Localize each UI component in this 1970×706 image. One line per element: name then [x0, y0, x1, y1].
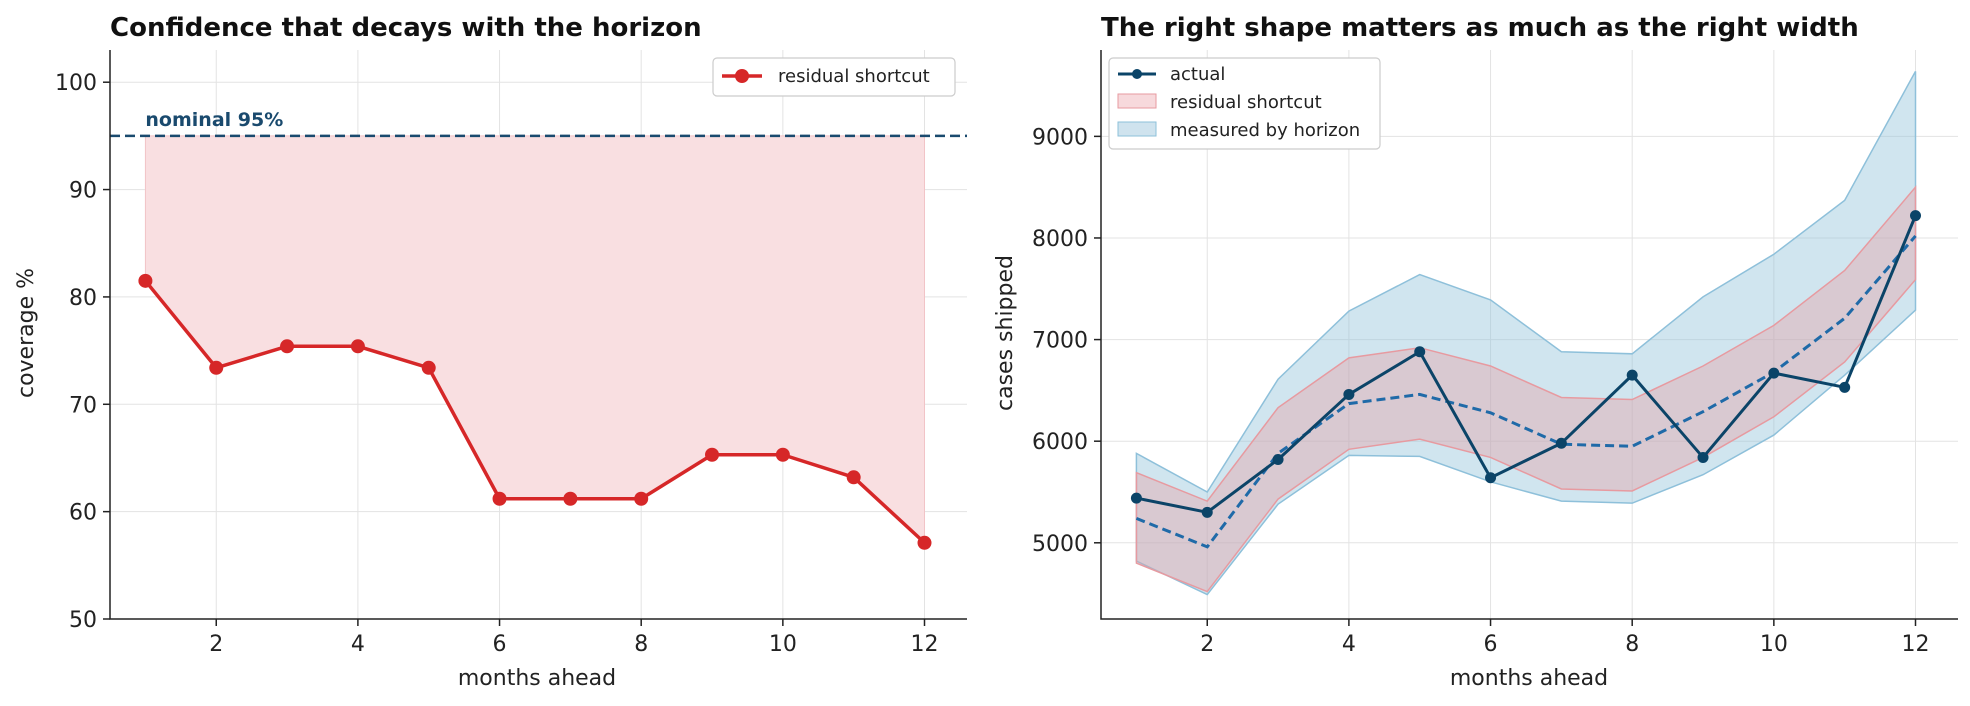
x-tick-label: 12 — [1902, 632, 1930, 657]
y-axis-label: cases shipped — [993, 255, 1018, 411]
reference-line-label: nominal 95% — [145, 109, 283, 131]
legend-label: residual shortcut — [778, 66, 930, 87]
x-tick-label: 4 — [1342, 632, 1356, 657]
data-point — [1485, 472, 1497, 484]
data-point — [1697, 451, 1709, 463]
legend-label: residual shortcut — [1170, 92, 1322, 113]
legend: residual shortcut — [712, 57, 956, 97]
legend: actual residual shortcut measured by hor… — [1108, 57, 1381, 150]
x-tick-label: 8 — [634, 632, 648, 657]
x-tick-label: 2 — [209, 632, 223, 657]
x-tick-label: 10 — [769, 632, 797, 657]
data-point — [492, 491, 507, 506]
y-tick-label: 60 — [69, 501, 97, 526]
y-tick-label: 100 — [55, 71, 97, 96]
chart-title: Confidence that decays with the horizon — [110, 13, 702, 43]
y-tick-label: 9000 — [1032, 125, 1088, 150]
x-tick-label: 10 — [1760, 632, 1788, 657]
y-tick-label: 90 — [69, 179, 97, 204]
data-point — [1910, 210, 1922, 222]
y-tick-label: 80 — [69, 286, 97, 311]
x-axis-label: months ahead — [1450, 666, 1608, 691]
y-tick-label: 50 — [69, 608, 97, 633]
x-tick-label: 8 — [1625, 632, 1639, 657]
data-point — [1555, 437, 1567, 449]
data-point — [1343, 388, 1355, 400]
y-tick-label: 6000 — [1032, 430, 1088, 455]
legend-label: measured by horizon — [1170, 120, 1360, 141]
band-measured-by-horizon — [1135, 70, 1917, 596]
chart-forecast-panel: The right shape matters as much as the r… — [993, 13, 1958, 691]
data-point — [1626, 369, 1638, 381]
data-point — [138, 273, 153, 288]
x-tick-label: 6 — [1484, 632, 1498, 657]
legend-marker-swatch — [1132, 69, 1142, 79]
legend-box — [1108, 57, 1381, 150]
data-point — [350, 339, 365, 354]
chart-coverage-panel: Confidence that decays with the horizon … — [14, 13, 967, 691]
data-point — [1768, 367, 1780, 379]
y-axis-label: coverage % — [14, 268, 39, 398]
legend-box — [712, 57, 956, 97]
legend-marker-swatch — [735, 69, 749, 83]
data-point — [1130, 492, 1142, 504]
data-point — [917, 535, 932, 550]
coverage-gap-area — [144, 135, 926, 544]
data-point — [705, 447, 720, 462]
series-line-actual — [1136, 215, 1917, 514]
data-point — [1839, 381, 1851, 393]
data-point — [1414, 346, 1426, 358]
chart-title: The right shape matters as much as the r… — [1101, 13, 1859, 43]
y-tick-label: 8000 — [1032, 227, 1088, 252]
data-point — [634, 491, 649, 506]
series-line-residual-shortcut — [144, 279, 926, 545]
data-point — [280, 339, 295, 354]
data-point — [563, 491, 578, 506]
y-tick-label: 70 — [69, 393, 97, 418]
x-axis-label: months ahead — [458, 666, 616, 691]
x-tick-label: 6 — [493, 632, 507, 657]
data-point — [846, 470, 861, 485]
x-tick-label: 2 — [1200, 632, 1214, 657]
x-tick-label: 4 — [351, 632, 365, 657]
x-tick-label: 12 — [911, 632, 939, 657]
axis-spines — [1100, 50, 1958, 620]
legend-band-swatch — [1117, 93, 1157, 109]
data-point — [1201, 506, 1213, 518]
data-point — [775, 447, 790, 462]
data-point — [209, 360, 224, 375]
data-point — [1272, 453, 1284, 465]
data-point — [421, 360, 436, 375]
legend-band-swatch — [1117, 121, 1157, 137]
legend-label: actual — [1170, 64, 1225, 85]
y-tick-label: 7000 — [1032, 329, 1088, 354]
y-tick-label: 5000 — [1032, 532, 1088, 557]
